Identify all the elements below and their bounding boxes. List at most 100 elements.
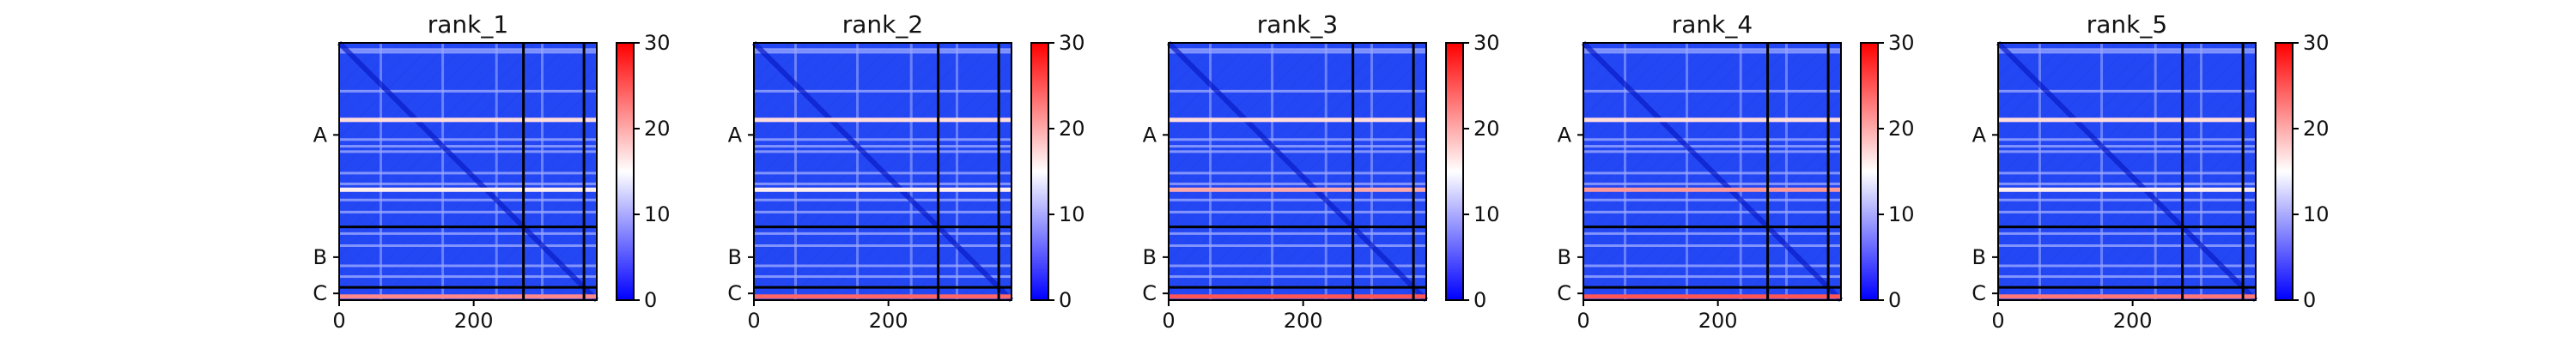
- colorbar: [2275, 43, 2293, 300]
- colorbar-tick-label: 30: [1473, 31, 1500, 55]
- heatmap-stripe: [1169, 117, 1426, 123]
- heatmap-frame: [1997, 42, 2257, 301]
- heatmap-band: [754, 145, 1012, 148]
- y-tick-label: C: [1557, 281, 1571, 305]
- heatmap-frame: [1583, 42, 1842, 301]
- heatmap-band: [1169, 198, 1426, 202]
- colorbar-frame: [1445, 42, 1464, 301]
- heatmap-band: [1324, 43, 1327, 300]
- colorbar-tick-label: 30: [2303, 31, 2330, 55]
- heatmap-diagonal: [1996, 40, 2258, 303]
- heatmap-band: [1998, 51, 2256, 54]
- heatmap-band: [754, 232, 1012, 235]
- colorbar-tick-label: 10: [644, 202, 671, 226]
- heatmap-band: [955, 43, 958, 300]
- y-tick-label: A: [1558, 123, 1572, 147]
- y-tick-label: A: [1143, 123, 1157, 147]
- x-tick-label: 0: [747, 309, 760, 333]
- colorbar-tick-label: 10: [1888, 202, 1915, 226]
- colorbar-frame: [1030, 42, 1049, 301]
- panel-title: rank_5: [2087, 10, 2167, 39]
- heatmap-band: [1583, 145, 1841, 148]
- heatmap-band: [1998, 138, 2256, 141]
- panel-title: rank_1: [428, 10, 508, 39]
- heatmap-band: [1998, 264, 2256, 268]
- x-tick-label: 200: [869, 309, 908, 333]
- heatmap-band: [339, 275, 597, 279]
- colorbar: [1446, 43, 1463, 300]
- y-tick-label: C: [313, 281, 327, 305]
- heatmap-band: [339, 198, 597, 202]
- x-tick-label: 0: [1577, 309, 1589, 333]
- colorbar-tick-label: 10: [1059, 202, 1085, 226]
- heatmap-band: [754, 51, 1012, 54]
- heatmap-band: [495, 43, 498, 300]
- y-tick-label: B: [1972, 245, 1986, 269]
- panel-title: rank_2: [842, 10, 923, 39]
- heatmap-band: [1583, 244, 1841, 247]
- colorbar-tick-label: 20: [1888, 117, 1915, 141]
- colorbar-frame: [2275, 42, 2293, 301]
- y-tick-label: C: [1142, 281, 1157, 305]
- heatmap-band: [909, 43, 913, 300]
- y-tick-label: B: [728, 245, 742, 269]
- heatmap-stripe: [1169, 187, 1426, 192]
- heatmap-band: [1169, 138, 1426, 141]
- heatmap-stripe: [1583, 187, 1841, 192]
- heatmap-band: [339, 145, 597, 148]
- heatmap-diagonal: [1166, 40, 1429, 303]
- heatmap-band: [2199, 43, 2202, 300]
- heatmap-band: [1998, 145, 2256, 148]
- heatmap-band: [2038, 43, 2041, 300]
- heatmap-band: [1583, 150, 1841, 153]
- heatmap-band: [754, 275, 1012, 279]
- colorbar-tick-label: 20: [1059, 117, 1085, 141]
- heatmap-band: [339, 182, 597, 185]
- y-tick-label: C: [727, 281, 742, 305]
- heatmap-band: [1739, 43, 1742, 300]
- heatmap-stripe: [1998, 187, 2256, 192]
- heatmap-band: [1583, 275, 1841, 279]
- y-tick-label: A: [313, 123, 328, 147]
- heatmap-band: [1583, 232, 1841, 235]
- x-tick-label: 0: [332, 309, 345, 333]
- heatmap-band: [339, 138, 597, 141]
- heatmap-band: [1583, 51, 1841, 54]
- x-tick-label: 200: [1698, 309, 1738, 333]
- heatmap-stripe: [339, 294, 597, 299]
- heatmap-band: [1169, 244, 1426, 247]
- heatmap-band: [1686, 43, 1689, 300]
- colorbar: [1861, 43, 1878, 300]
- heatmap-band: [1169, 150, 1426, 153]
- panel-title: rank_4: [1672, 10, 1753, 39]
- colorbar-frame: [1860, 42, 1879, 301]
- heatmap-band: [1998, 48, 2256, 51]
- heatmap-band: [1998, 198, 2256, 202]
- colorbar-tick-label: 30: [644, 31, 671, 55]
- y-tick-label: B: [1143, 245, 1157, 269]
- heatmap-band: [1583, 182, 1841, 185]
- colorbar-frame: [616, 42, 635, 301]
- heatmap-band: [339, 89, 597, 93]
- heatmap-band: [1370, 43, 1373, 300]
- colorbar-tick-label: 20: [644, 117, 671, 141]
- heatmap-band: [2154, 43, 2157, 300]
- heatmap-frame: [753, 42, 1012, 301]
- heatmap-band: [1208, 43, 1212, 300]
- heatmap-band: [1169, 264, 1426, 268]
- heatmap-band: [793, 43, 797, 300]
- heatmap-band: [1998, 150, 2256, 153]
- colorbar-tick-label: 0: [1473, 288, 1486, 312]
- heatmap-frame: [1168, 42, 1427, 301]
- heatmap-stripe: [339, 117, 597, 123]
- heatmap-band: [1583, 138, 1841, 141]
- heatmap-stripe: [754, 187, 1012, 192]
- heatmap-frame: [338, 42, 598, 301]
- heatmap-band: [1583, 89, 1841, 93]
